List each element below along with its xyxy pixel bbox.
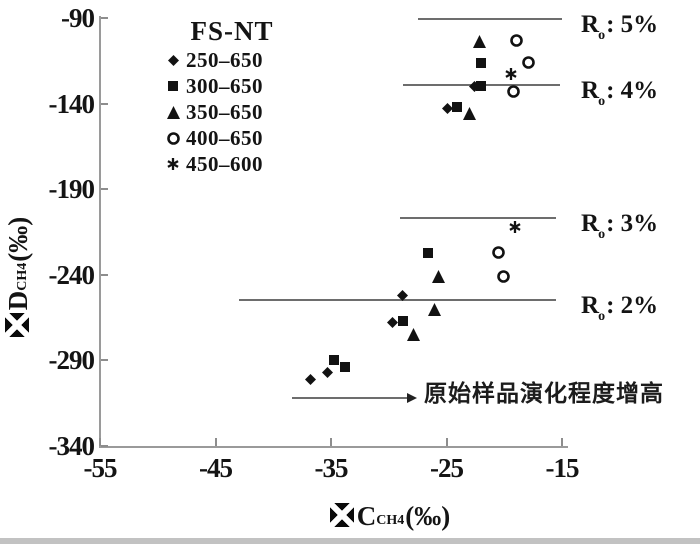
maturity-reference-line bbox=[238, 299, 557, 302]
legend-item-label: 300–650 bbox=[186, 73, 263, 98]
circle-open-marker bbox=[522, 56, 535, 69]
y-axis-tick bbox=[101, 17, 108, 19]
asterisk-marker bbox=[505, 68, 517, 81]
maturity-label-value: : 4% bbox=[606, 76, 659, 104]
square-marker bbox=[476, 81, 487, 92]
square-marker bbox=[397, 316, 408, 327]
maturity-reference-line bbox=[400, 217, 557, 220]
arrow-right-icon bbox=[406, 393, 417, 404]
x-tick-label: -35 bbox=[314, 453, 349, 483]
triangle-marker bbox=[473, 35, 487, 49]
maturity-label-r: R bbox=[581, 10, 600, 38]
maturity-label-value: : 2% bbox=[606, 292, 659, 320]
maturity-label: Ro: 2% bbox=[581, 292, 658, 324]
maturity-label-subscript: o bbox=[598, 227, 606, 243]
diamond-marker bbox=[442, 103, 454, 115]
legend-item: 450–600 bbox=[160, 151, 292, 177]
y-tick-label: -240 bbox=[48, 259, 96, 290]
legend-item-label: 450–600 bbox=[186, 151, 263, 176]
diamond-marker bbox=[304, 373, 316, 385]
x-axis-tick bbox=[561, 438, 563, 446]
maturity-label-r: R bbox=[581, 292, 600, 320]
y-axis-tick bbox=[101, 102, 108, 105]
x-axis-tick bbox=[330, 438, 332, 446]
square-marker bbox=[423, 247, 434, 258]
x-axis-title-unit: (‰) bbox=[405, 501, 451, 531]
maturity-label-r: R bbox=[581, 210, 600, 238]
legend-item-label: 350–650 bbox=[186, 99, 263, 124]
legend-item: 350–650 bbox=[160, 99, 292, 125]
maturity-label-subscript: o bbox=[598, 309, 606, 325]
legend: FS-NT 250–650 300–650 350–650 400–650 45… bbox=[160, 16, 292, 177]
x-tick-label: -15 bbox=[545, 453, 580, 483]
square-marker bbox=[329, 355, 340, 366]
triangle-marker bbox=[463, 107, 477, 121]
circle-open-marker bbox=[507, 85, 520, 98]
x-tick-label: -25 bbox=[430, 453, 464, 483]
legend-item-label: 400–650 bbox=[186, 125, 263, 150]
legend-item-label: 250–650 bbox=[186, 47, 263, 72]
x-axis-tick bbox=[445, 438, 448, 446]
y-axis-title: D CH4 (‰) bbox=[3, 157, 33, 397]
x-axis-title-letter: C bbox=[356, 501, 377, 531]
x-tick-label: -45 bbox=[199, 453, 233, 483]
triangle-marker bbox=[406, 328, 420, 342]
maturity-label: Ro: 4% bbox=[581, 77, 658, 109]
maturity-label-value: : 5% bbox=[606, 10, 659, 38]
y-tick-label: -90 bbox=[61, 3, 95, 33]
y-axis-title-subscript: CH4 bbox=[15, 262, 30, 291]
image-edge-band bbox=[0, 538, 700, 544]
y-axis-tick bbox=[101, 273, 108, 276]
y-axis-title-unit: (‰) bbox=[3, 216, 33, 262]
legend-item: 400–650 bbox=[160, 125, 292, 151]
asterisk-marker bbox=[509, 220, 521, 233]
y-tick-label: -190 bbox=[48, 174, 96, 205]
y-axis-line bbox=[99, 16, 101, 447]
triangle-marker bbox=[428, 302, 442, 316]
maturity-label-r: R bbox=[581, 76, 600, 104]
square-marker bbox=[476, 57, 487, 68]
x-axis-line bbox=[99, 446, 568, 448]
x-axis-tick bbox=[99, 438, 101, 446]
asterisk-icon bbox=[160, 158, 186, 170]
x-axis-title-subscript: CH4 bbox=[376, 513, 405, 528]
triangle-marker bbox=[431, 270, 445, 283]
boxed-x-icon bbox=[5, 313, 29, 338]
x-axis-tick bbox=[214, 438, 217, 446]
legend-title: FS-NT bbox=[190, 16, 274, 46]
diamond-icon bbox=[160, 54, 186, 66]
diamond-marker bbox=[397, 289, 409, 301]
y-tick-label: -290 bbox=[48, 345, 96, 376]
triangle-icon bbox=[160, 105, 186, 119]
y-tick-label: -140 bbox=[48, 88, 96, 119]
x-tick-label: -55 bbox=[83, 453, 118, 483]
circle-open-marker bbox=[492, 246, 505, 259]
legend-item: 300–650 bbox=[160, 73, 292, 99]
maturity-reference-line bbox=[417, 17, 562, 20]
y-tick-label: -340 bbox=[48, 431, 96, 461]
annotation-arrow-line bbox=[291, 397, 410, 400]
y-axis-tick bbox=[101, 359, 108, 362]
maturity-label-subscript: o bbox=[598, 93, 606, 109]
maturity-label: Ro: 5% bbox=[581, 11, 658, 43]
diamond-marker bbox=[322, 366, 334, 378]
square-marker bbox=[339, 362, 350, 373]
circle-open-marker bbox=[510, 33, 524, 47]
annotation-text: 原始样品演化程度增高 bbox=[424, 381, 664, 406]
y-axis-tick bbox=[101, 188, 108, 191]
circle-icon bbox=[160, 131, 186, 145]
diamond-marker bbox=[386, 317, 398, 329]
maturity-label: Ro: 3% bbox=[581, 210, 658, 242]
y-axis-tick bbox=[101, 445, 108, 447]
legend-item: 250–650 bbox=[160, 47, 292, 73]
maturity-label-value: : 3% bbox=[606, 210, 659, 238]
y-axis-title-letter: D bbox=[3, 290, 33, 311]
x-axis-title: C CH4 (‰) bbox=[290, 501, 490, 532]
maturity-label-subscript: o bbox=[598, 27, 606, 43]
square-marker bbox=[451, 102, 462, 113]
square-icon bbox=[160, 81, 186, 91]
boxed-x-icon bbox=[329, 503, 354, 527]
circle-open-marker bbox=[496, 270, 510, 283]
